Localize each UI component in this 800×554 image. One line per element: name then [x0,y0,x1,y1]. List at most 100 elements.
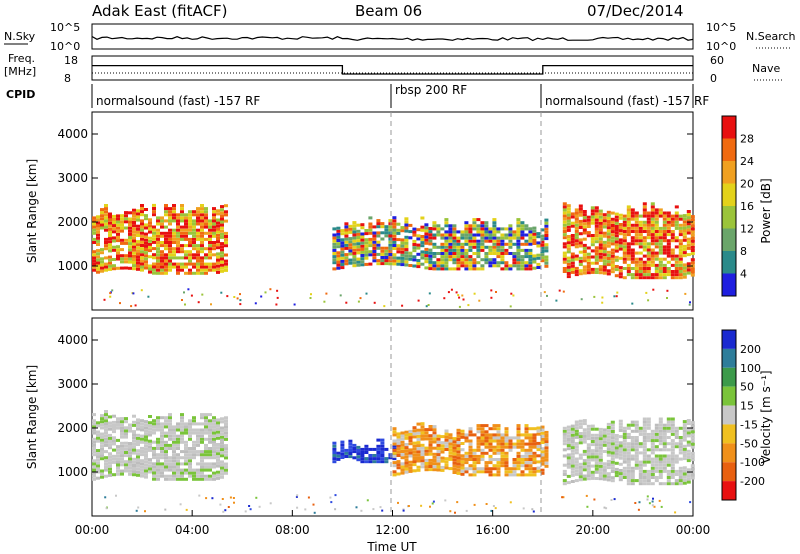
echo-cell [642,230,647,233]
echo-cell [224,431,228,435]
echo-cell [128,254,132,258]
echo-cell [444,466,449,470]
noise-cell [295,495,298,498]
echo-cell [212,225,216,229]
echo-cell [216,212,220,216]
echo-cell [586,449,591,453]
echo-cell [618,447,623,451]
echo-cell [586,471,591,474]
noise-cell [456,501,459,504]
echo-cell [492,458,497,461]
echo-cell [216,227,220,231]
echo-cell [200,244,204,248]
echo-cell [148,267,152,271]
echo-cell [690,424,695,428]
echo-cell [578,232,583,236]
echo-cell [516,436,521,440]
echo-cell [104,459,108,463]
echo-cell [224,204,228,208]
echo-cell [520,233,525,237]
echo-cell [582,256,587,260]
echo-cell [348,249,353,253]
echo-cell [124,469,128,473]
echo-cell [196,213,200,217]
echo-cell [168,231,172,235]
echo-cell [468,451,473,455]
echo-cell [156,231,160,235]
echo-cell [464,451,469,455]
echo-cell [670,217,675,221]
echo-cell [428,434,433,438]
echo-cell [208,419,212,423]
echo-cell [356,239,361,243]
echo-cell [92,474,96,478]
echo-cell [360,241,365,245]
echo-cell [208,465,212,469]
echo-cell [332,248,337,252]
echo-cell [674,260,679,264]
echo-cell [566,207,571,211]
echo-cell [586,258,591,262]
echo-cell [104,207,108,211]
echo-cell [188,216,192,220]
echo-cell [602,250,607,254]
echo-cell [472,239,477,243]
echo-cell [412,460,417,464]
echo-cell [690,249,695,252]
echo-cell [200,265,204,269]
echo-cell [140,446,144,450]
echo-cell [682,420,687,424]
echo-cell [488,248,493,252]
echo-cell [504,248,509,252]
echo-cell [492,451,497,455]
echo-cell [416,465,421,469]
echo-cell [444,429,449,433]
echo-cell [172,219,176,223]
echo-cell [634,270,639,273]
echo-cell [618,241,623,245]
echo-cell [516,264,521,268]
echo-cell [456,428,461,432]
echo-cell [224,434,228,438]
echo-cell [528,445,533,449]
noise-cell [293,303,296,306]
echo-cell [336,239,341,242]
echo-cell [626,460,631,464]
echo-cell [598,452,603,456]
echo-cell [642,202,647,206]
echo-cell [678,276,683,280]
echo-cell [344,455,349,458]
echo-cell [188,250,192,254]
echo-cell [476,245,481,249]
echo-cell [404,238,409,242]
echo-cell [536,426,541,430]
echo-cell [400,229,405,233]
echo-cell [614,452,619,456]
echo-cell [140,213,144,217]
echo-cell [662,245,667,249]
echo-cell [626,479,631,483]
echo-cell [666,469,671,473]
echo-cell [92,268,96,272]
echo-cell [208,256,212,260]
echo-cell [504,464,509,468]
echo-cell [128,463,132,467]
colorbar-frame [721,115,737,297]
echo-cell [574,254,579,258]
echo-cell [598,218,603,222]
noise-cell [429,505,431,508]
echo-cell [634,251,639,255]
echo-cell [524,458,529,461]
echo-cell [658,429,663,433]
echo-cell [168,219,172,223]
echo-cell [618,472,623,476]
echo-cell [172,434,176,438]
echo-cell [594,252,599,256]
echo-cell [488,245,493,249]
echo-cell [484,445,489,449]
echo-cell [586,427,591,431]
noise-cell [616,291,619,294]
echo-cell [590,206,595,210]
echo-cell [650,432,655,436]
echo-cell [634,242,639,246]
